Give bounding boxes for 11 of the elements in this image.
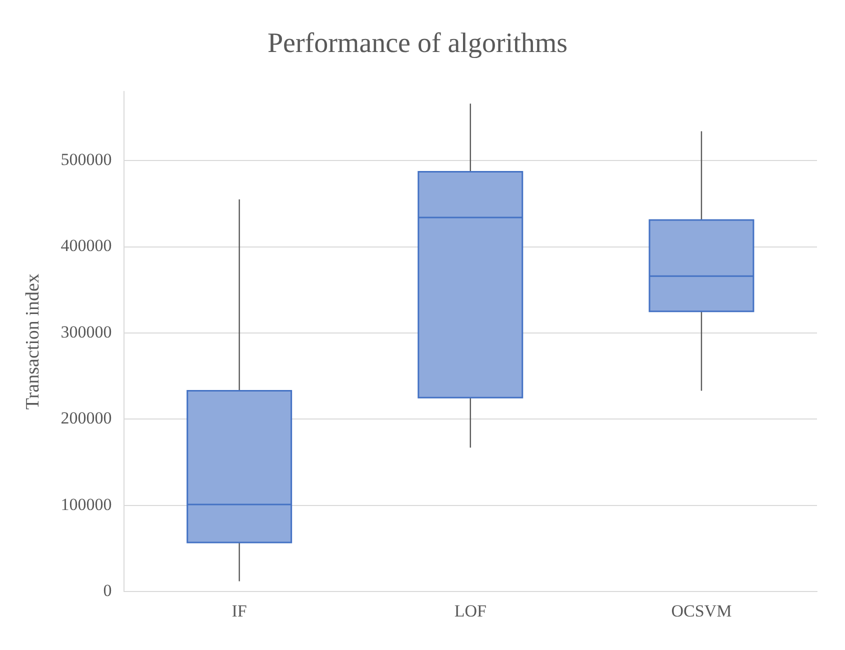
x-tick-label: OCSVM: [671, 601, 732, 620]
y-axis-title: Transaction index: [22, 273, 44, 410]
y-tick-label: 400000: [60, 236, 112, 256]
y-tick-label: 500000: [60, 150, 112, 170]
y-tick-label: 200000: [60, 408, 112, 428]
chart-title: Performance of algorithms: [267, 28, 568, 60]
y-tick-label: 0: [103, 581, 112, 600]
x-tick-label: IF: [232, 601, 247, 620]
x-tick-label: LOF: [454, 601, 486, 620]
y-tick-label: 100000: [60, 494, 112, 514]
y-tick-label: 300000: [60, 322, 112, 342]
